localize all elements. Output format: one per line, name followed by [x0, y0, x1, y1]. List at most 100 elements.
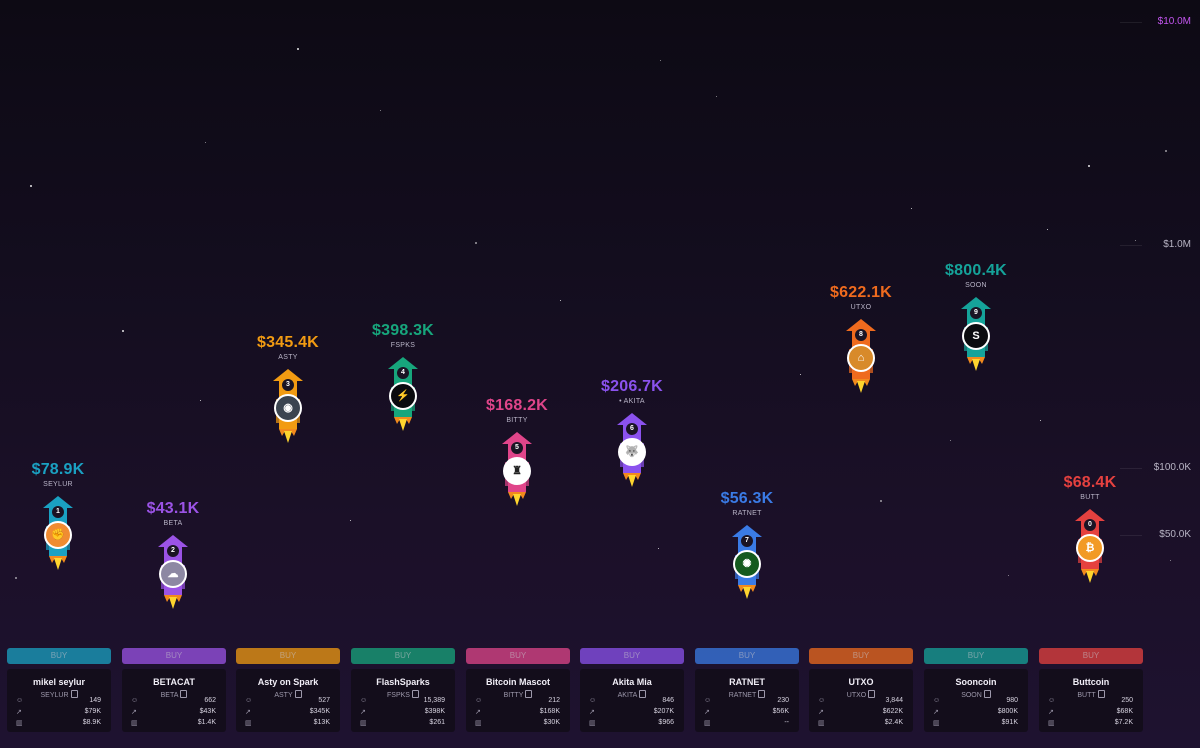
coin-ticker: • AKITA [619, 398, 645, 405]
coin-marker[interactable]: $168.2K BITTY 5 ♜ [477, 397, 557, 506]
document-icon[interactable] [639, 690, 647, 698]
rank-badge: 2 [167, 545, 179, 557]
document-icon[interactable] [983, 690, 991, 698]
dog-avatar-icon: 🐺 [618, 438, 646, 466]
token-card[interactable]: BUY Asty on Spark ASTY ☺ 527 ↗ $345K ▥ $13K [236, 648, 340, 732]
trend-up-icon: ↗ [589, 709, 595, 716]
coin-ticker: ASTY [278, 354, 298, 361]
token-info[interactable]: Bitcoin Mascot BITTY ☺ 212 ↗ $168K ▥ $30K [466, 669, 570, 732]
document-icon[interactable] [70, 690, 78, 698]
token-card[interactable]: BUY Akita Mia AKITA ☺ 846 ↗ $207K ▥ $966 [580, 648, 684, 732]
buy-button[interactable]: BUY [351, 648, 455, 664]
stat-value: $168K [539, 708, 560, 715]
coin-price: $168.2K [486, 397, 548, 414]
rocket[interactable]: 8 ⌂ [846, 319, 876, 393]
coin-marker[interactable]: $56.3K RATNET 7 ✺ [707, 490, 787, 599]
token-info[interactable]: UTXO UTXO ☺ 3,844 ↗ $622K ▥ $2.4K [809, 669, 913, 732]
stat-value: 15,389 [423, 697, 445, 704]
stat-value: $261 [429, 719, 445, 726]
stat-volume: ▥ $7.2K [1048, 719, 1133, 728]
coin-ticker: UTXO [850, 304, 872, 311]
document-icon[interactable] [294, 690, 302, 698]
buy-button[interactable]: BUY [695, 648, 799, 664]
document-icon[interactable] [525, 690, 533, 698]
rank-badge: 5 [511, 442, 523, 454]
document-icon[interactable] [1097, 690, 1105, 698]
buy-button[interactable]: BUY [466, 648, 570, 664]
coin-marker[interactable]: $622.1K UTXO 8 ⌂ [821, 284, 901, 393]
token-card[interactable]: BUY mikel seylur SEYLUR ☺ 149 ↗ $79K ▥ $8.9K [7, 648, 111, 732]
axis-gridline [1120, 22, 1142, 23]
trend-up-icon: ↗ [704, 709, 710, 716]
rocket[interactable]: 0 ₿ [1075, 509, 1105, 583]
coin-marker[interactable]: $78.9K SEYLUR 1 ✊ [18, 461, 98, 570]
token-info[interactable]: Akita Mia AKITA ☺ 846 ↗ $207K ▥ $966 [580, 669, 684, 732]
star [380, 110, 382, 112]
buy-button[interactable]: BUY [580, 648, 684, 664]
buy-button[interactable]: BUY [236, 648, 340, 664]
coin-price: $800.4K [945, 262, 1007, 279]
buy-button[interactable]: BUY [924, 648, 1028, 664]
bar-chart-icon: ▥ [360, 720, 367, 727]
token-card[interactable]: BUY Buttcoin BUTT ☺ 250 ↗ $68K ▥ $7.2K [1039, 648, 1143, 732]
document-icon[interactable] [180, 690, 188, 698]
document-icon[interactable] [758, 690, 766, 698]
coin-marker[interactable]: $345.4K ASTY 3 ◉ [248, 334, 328, 443]
rocket[interactable]: 6 🐺 [617, 413, 647, 487]
stat-market_cap: ↗ $56K [704, 708, 789, 717]
token-card[interactable]: BUY UTXO UTXO ☺ 3,844 ↗ $622K ▥ $2.4K [809, 648, 913, 732]
stat-market_cap: ↗ $79K [16, 708, 101, 717]
token-info[interactable]: Buttcoin BUTT ☺ 250 ↗ $68K ▥ $7.2K [1039, 669, 1143, 732]
star [297, 48, 300, 51]
star [1170, 560, 1172, 562]
stat-value: 212 [548, 697, 560, 704]
token-info[interactable]: RATNET RATNET ☺ 230 ↗ $56K ▥ -- [695, 669, 799, 732]
stat-value: $68K [1116, 708, 1133, 715]
rocket[interactable]: 2 ☁ [158, 535, 188, 609]
rocket[interactable]: 1 ✊ [43, 496, 73, 570]
token-card[interactable]: BUY Bitcoin Mascot BITTY ☺ 212 ↗ $168K ▥ $30K [466, 648, 570, 732]
bar-chart-icon: ▥ [1048, 720, 1055, 727]
buy-button[interactable]: BUY [809, 648, 913, 664]
star [911, 208, 913, 210]
stat-value: 149 [89, 697, 101, 704]
buy-button[interactable]: BUY [1039, 648, 1143, 664]
buy-button[interactable]: BUY [7, 648, 111, 664]
document-icon[interactable] [411, 690, 419, 698]
coin-marker[interactable]: $206.7K • AKITA 6 🐺 [592, 378, 672, 487]
coin-marker[interactable]: $800.4K SOON 9 S [936, 262, 1016, 371]
rocket[interactable]: 7 ✺ [732, 525, 762, 599]
rocket[interactable]: 5 ♜ [502, 432, 532, 506]
star [658, 548, 660, 550]
holders-icon: ☺ [475, 697, 483, 704]
coin-ticker: BETA [163, 520, 183, 527]
token-info[interactable]: FlashSparks FSPKS ☺ 15,389 ↗ $398K ▥ $261 [351, 669, 455, 732]
token-symbol: SOON [961, 692, 982, 699]
token-info[interactable]: Sooncoin SOON ☺ 980 ↗ $800K ▥ $91K [924, 669, 1028, 732]
token-card[interactable]: BUY FlashSparks FSPKS ☺ 15,389 ↗ $398K ▥ $261 [351, 648, 455, 732]
rocket[interactable]: 4 ⚡ [388, 357, 418, 431]
token-card[interactable]: BUY BETACAT BETA ☺ 662 ↗ $43K ▥ $1.4K [122, 648, 226, 732]
axis-label: $50.0K [1159, 529, 1191, 540]
star [200, 400, 202, 402]
stat-value: 230 [777, 697, 789, 704]
coin-marker[interactable]: $68.4K BUTT 0 ₿ [1050, 474, 1130, 583]
rank-badge: 6 [626, 423, 638, 435]
rocket[interactable]: 3 ◉ [273, 369, 303, 443]
token-info[interactable]: mikel seylur SEYLUR ☺ 149 ↗ $79K ▥ $8.9K [7, 669, 111, 732]
document-icon[interactable] [868, 690, 876, 698]
buy-button[interactable]: BUY [122, 648, 226, 664]
stat-volume: ▥ $30K [475, 719, 560, 728]
token-card[interactable]: BUY Sooncoin SOON ☺ 980 ↗ $800K ▥ $91K [924, 648, 1028, 732]
token-symbol: FSPKS [387, 692, 410, 699]
holders-icon: ☺ [1048, 697, 1056, 704]
token-symbol: SEYLUR [40, 692, 69, 699]
token-info[interactable]: BETACAT BETA ☺ 662 ↗ $43K ▥ $1.4K [122, 669, 226, 732]
token-info[interactable]: Asty on Spark ASTY ☺ 527 ↗ $345K ▥ $13K [236, 669, 340, 732]
coin-marker[interactable]: $43.1K BETA 2 ☁ [133, 500, 213, 609]
coin-price: $622.1K [830, 284, 892, 301]
token-card[interactable]: BUY RATNET RATNET ☺ 230 ↗ $56K ▥ -- [695, 648, 799, 732]
rank-badge: 8 [855, 329, 867, 341]
coin-marker[interactable]: $398.3K FSPKS 4 ⚡ [363, 322, 443, 431]
